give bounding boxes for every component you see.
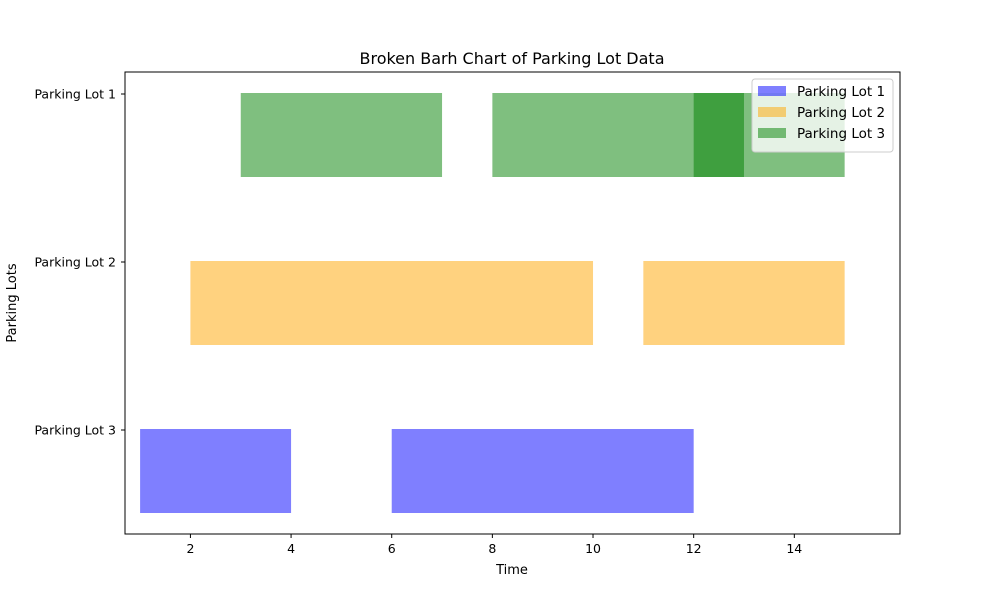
x-tick-label-14: 14 [786, 541, 802, 556]
x-tick-label-2: 2 [186, 541, 194, 556]
x-tick-label-6: 6 [388, 541, 396, 556]
legend: Parking Lot 1 Parking Lot 2 Parking Lot 3 [751, 78, 894, 153]
plot-frame [124, 71, 901, 535]
y-axis-ticks: Parking Lot 1 Parking Lot 2 Parking Lot 3 [34, 87, 125, 438]
bar-parking-lot-2-segment-2 [643, 261, 845, 345]
x-axis-label: Time [495, 563, 528, 578]
x-tick-label-12: 12 [686, 541, 702, 556]
bar-parking-lot-2-segment-1 [190, 261, 594, 345]
bars-layer [140, 93, 845, 513]
x-tick-label-8: 8 [488, 541, 496, 556]
legend-label-parking-lot-3: Parking Lot 3 [797, 126, 885, 142]
x-tick-label-10: 10 [585, 541, 601, 556]
legend-label-parking-lot-1: Parking Lot 1 [797, 84, 885, 100]
legend-swatch-parking-lot-1 [758, 86, 786, 96]
x-axis-ticks: 2 4 6 8 10 12 14 [186, 534, 802, 556]
legend-swatch-parking-lot-3 [758, 128, 786, 138]
y-axis-label: Parking Lots [5, 263, 20, 342]
chart-title: Broken Barh Chart of Parking Lot Data [359, 49, 664, 68]
legend-label-parking-lot-2: Parking Lot 2 [797, 105, 885, 121]
x-tick-label-4: 4 [287, 541, 295, 556]
legend-swatch-parking-lot-2 [758, 107, 786, 117]
legend-box [751, 78, 894, 153]
y-tick-label-parking-lot-2: Parking Lot 2 [34, 255, 116, 270]
y-tick-label-parking-lot-3: Parking Lot 3 [34, 423, 116, 438]
y-tick-label-parking-lot-1: Parking Lot 1 [34, 87, 116, 102]
bar-parking-lot-3-segment-1 [240, 93, 443, 177]
bar-parking-lot-1-segment-2 [391, 429, 694, 513]
bar-parking-lot-1-segment-1 [140, 429, 292, 513]
